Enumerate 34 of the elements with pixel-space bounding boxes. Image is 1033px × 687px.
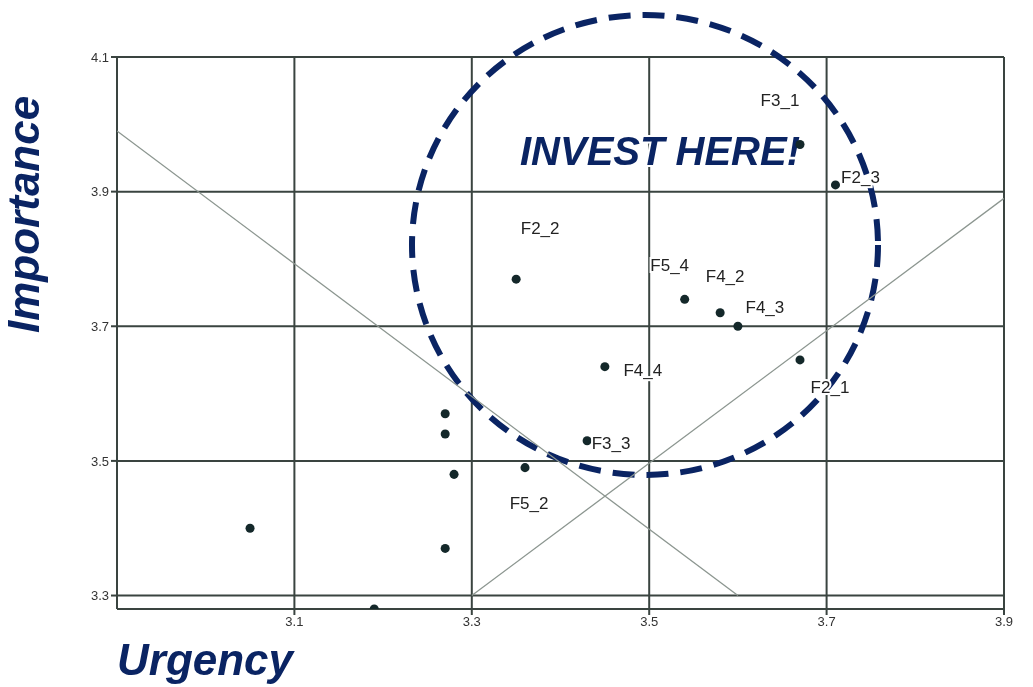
- point: [245, 523, 255, 533]
- x-tick-label: 3.1: [285, 614, 304, 630]
- point: [600, 362, 610, 372]
- y-tick-label: 3.9: [90, 184, 109, 200]
- point: [680, 294, 690, 304]
- point: [440, 429, 450, 439]
- y-axis-title: Importance: [0, 95, 48, 333]
- point: [520, 463, 530, 473]
- y-tick-label: 3.5: [90, 453, 109, 469]
- point: [449, 469, 459, 479]
- annotation: F5_2: [509, 494, 549, 514]
- point: [582, 436, 592, 446]
- y-tick-label: 3.3: [90, 588, 109, 604]
- x-tick-label: 3.3: [462, 614, 481, 630]
- point: [733, 321, 743, 331]
- annotation: F4_3: [745, 297, 785, 317]
- point: [715, 308, 725, 318]
- point: [830, 180, 840, 190]
- y-tick-label: 4.1: [90, 49, 109, 65]
- point: [440, 543, 450, 553]
- annotation: F5_4: [650, 255, 690, 275]
- y-tick-label: 3.7: [90, 318, 109, 334]
- annotation: F2_3: [841, 168, 880, 188]
- x-tick-label: 3.9: [994, 614, 1014, 630]
- x-tick-label: 3.5: [640, 614, 659, 630]
- annotation: F3_1: [760, 91, 800, 110]
- x-tick-label: 3.7: [817, 614, 836, 630]
- x-axis-title: Urgency: [117, 635, 296, 684]
- point: [440, 409, 450, 419]
- annotation: F2_2: [520, 218, 560, 238]
- point: [511, 274, 521, 284]
- point: [795, 355, 805, 365]
- annotation: F3_3: [591, 434, 631, 454]
- annotation: F4_2: [705, 267, 745, 287]
